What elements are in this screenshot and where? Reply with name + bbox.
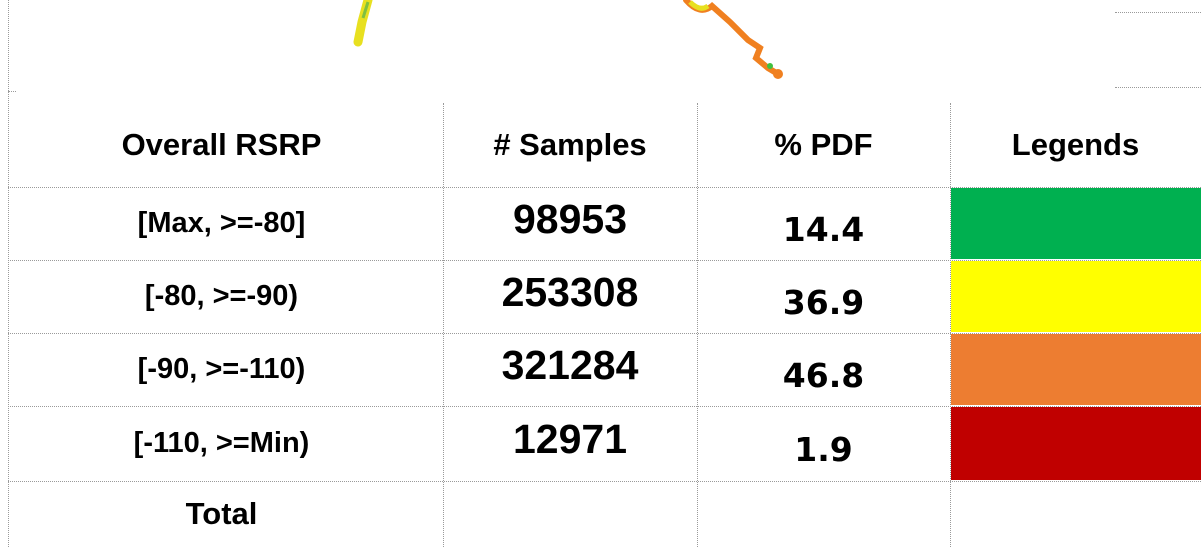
row-line <box>8 333 1201 334</box>
row-line <box>8 481 1201 482</box>
route-trace <box>683 0 781 77</box>
border <box>1115 12 1201 13</box>
sample-count: 321284 <box>501 342 639 388</box>
sample-count: 98953 <box>512 196 627 242</box>
pdf-value: 1.9 <box>794 430 853 469</box>
border <box>8 91 16 92</box>
legend-swatch <box>951 407 1201 480</box>
route-end <box>773 69 783 79</box>
row-line <box>8 187 1201 188</box>
border <box>1115 87 1201 88</box>
legend-swatch <box>951 261 1201 332</box>
range-label: [-80, >=-90) <box>144 280 299 312</box>
route-trace <box>688 0 710 11</box>
route-point <box>767 63 773 69</box>
route-trace <box>361 1 370 19</box>
header-cell: Overall RSRP <box>121 127 322 162</box>
header-cell: % PDF <box>774 127 873 162</box>
header-cell: # Samples <box>493 127 647 162</box>
legend-swatch <box>951 188 1201 259</box>
header-cell: Legends <box>1011 127 1140 162</box>
map-fragment <box>353 0 783 79</box>
row-line <box>8 260 1201 261</box>
row-line <box>8 406 1201 407</box>
sample-count: 12971 <box>512 416 627 462</box>
range-label: [-90, >=-110) <box>137 353 306 385</box>
col-line <box>443 103 444 547</box>
col-line <box>950 103 951 547</box>
border <box>8 0 9 547</box>
pdf-value: 46.8 <box>782 356 865 395</box>
pdf-value: 36.9 <box>782 283 865 322</box>
col-line <box>697 103 698 547</box>
legend-swatch <box>951 334 1201 405</box>
range-label: [-110, >=Min) <box>133 427 310 459</box>
range-label: [Max, >=-80] <box>137 207 306 239</box>
pdf-value: 14.4 <box>782 210 865 249</box>
total-label: Total <box>185 496 258 531</box>
sample-count: 253308 <box>501 269 639 315</box>
